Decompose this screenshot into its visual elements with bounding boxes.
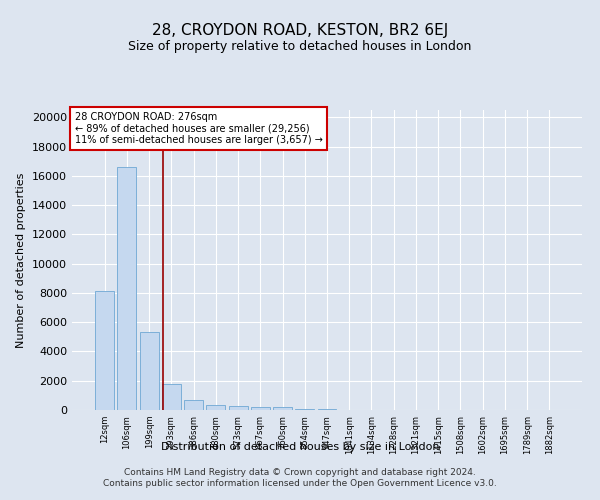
Bar <box>295 408 314 410</box>
Text: Distribution of detached houses by size in London: Distribution of detached houses by size … <box>161 442 439 452</box>
Bar <box>251 407 270 410</box>
Bar <box>206 405 225 410</box>
Y-axis label: Number of detached properties: Number of detached properties <box>16 172 26 348</box>
Text: Size of property relative to detached houses in London: Size of property relative to detached ho… <box>128 40 472 53</box>
Bar <box>229 406 248 410</box>
Text: Contains HM Land Registry data © Crown copyright and database right 2024.
Contai: Contains HM Land Registry data © Crown c… <box>103 468 497 487</box>
Bar <box>95 292 114 410</box>
Bar <box>140 332 158 410</box>
Bar <box>162 384 181 410</box>
Bar <box>118 167 136 410</box>
Bar <box>273 407 292 410</box>
Text: 28 CROYDON ROAD: 276sqm
← 89% of detached houses are smaller (29,256)
11% of sem: 28 CROYDON ROAD: 276sqm ← 89% of detache… <box>74 112 322 144</box>
Text: 28, CROYDON ROAD, KESTON, BR2 6EJ: 28, CROYDON ROAD, KESTON, BR2 6EJ <box>152 22 448 38</box>
Bar <box>184 400 203 410</box>
